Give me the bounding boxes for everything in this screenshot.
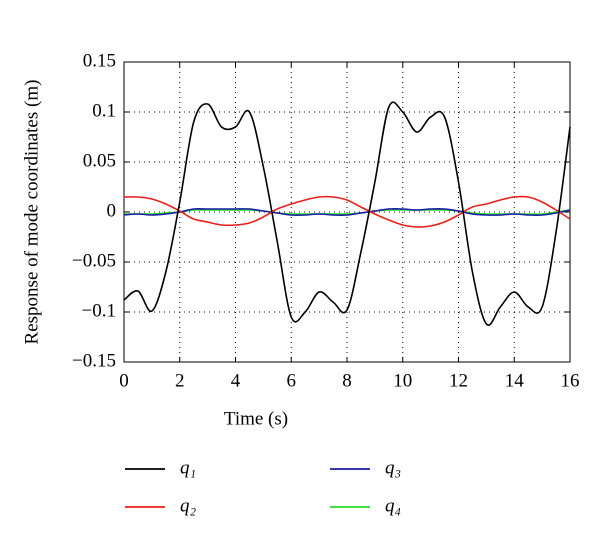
legend-label: q₁ [180, 457, 196, 478]
series-line [123, 207, 571, 216]
series-line [123, 195, 571, 228]
plot-frame [123, 61, 571, 363]
x-tick-label: 16 [561, 370, 580, 391]
series-line [123, 101, 571, 326]
x-tick-label: 6 [287, 370, 297, 391]
y-tick-label: −0.1 [82, 300, 116, 321]
y-tick-label: −0.15 [72, 350, 116, 371]
x-axis-label: Time (s) [224, 408, 288, 429]
legend-label: q₃ [385, 457, 401, 478]
x-tick-label: 14 [505, 370, 525, 391]
y-tick-label: −0.05 [72, 250, 116, 271]
series-line [124, 209, 571, 215]
y-axis-label: Response of mode coordinates (m) [21, 80, 42, 345]
y-tick-label: 0.05 [83, 150, 116, 171]
y-tick-label: 0.15 [83, 50, 116, 71]
y-tick-label: 0 [107, 200, 117, 221]
x-tick-label: 0 [119, 370, 129, 391]
x-tick-label: 10 [393, 370, 412, 391]
x-tick-label: 12 [449, 370, 468, 391]
x-tick-label: 8 [342, 370, 352, 391]
x-tick-label: 4 [231, 370, 241, 391]
legend-label: q₂ [180, 495, 197, 516]
legend-label: q₄ [385, 495, 401, 516]
y-tick-label: 0.1 [92, 100, 116, 121]
x-tick-label: 2 [175, 370, 185, 391]
